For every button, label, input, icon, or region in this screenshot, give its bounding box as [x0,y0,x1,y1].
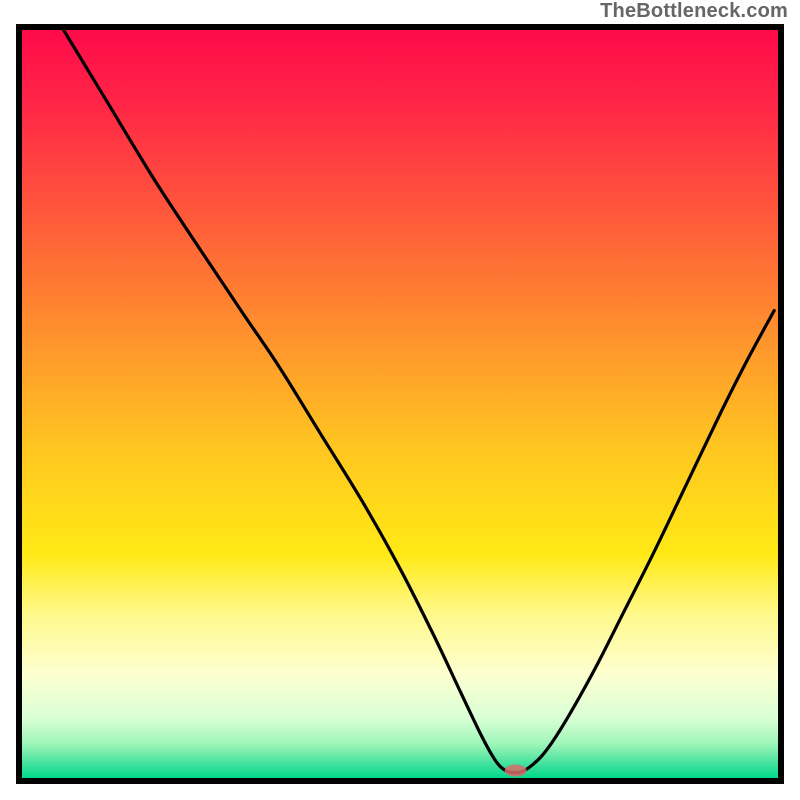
watermark-text: TheBottleneck.com [600,0,788,23]
plot-border-bottom [16,778,784,784]
plot-border-right [778,24,784,784]
plot-border-top [16,24,784,30]
optimal-point-marker [505,765,527,777]
plot-area [16,24,784,784]
gradient-background [22,30,778,778]
plot-border-left [16,24,22,784]
chart-frame: TheBottleneck.com [0,0,800,800]
plot-svg [16,24,784,784]
